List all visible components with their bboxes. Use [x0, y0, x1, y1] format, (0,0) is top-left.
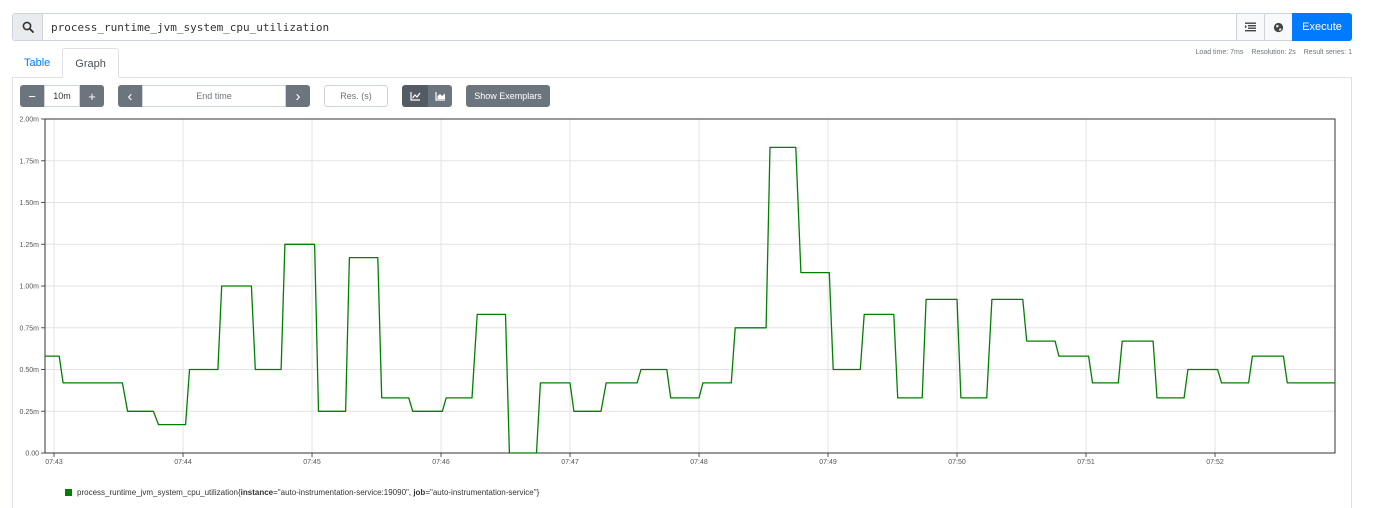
x-tick-label: 07:48 — [690, 459, 708, 466]
end-time-input[interactable]: End time — [142, 85, 286, 107]
query-input[interactable] — [43, 14, 1236, 40]
x-tick-label: 07:49 — [819, 459, 837, 466]
metrics-explorer-icon — [1273, 22, 1284, 32]
y-tick-label: 1.75m — [20, 158, 40, 165]
query-stats: Load time: 7ms Resolution: 2s Result ser… — [1196, 49, 1352, 56]
plot-frame — [44, 118, 1336, 454]
line-chart-button[interactable] — [402, 85, 428, 107]
search-icon — [13, 14, 43, 40]
y-tick-label: 0.75m — [20, 325, 40, 332]
tab-graph[interactable]: Graph — [62, 48, 119, 78]
chevron-right-icon: › — [295, 87, 301, 105]
view-tabs: Table Graph — [12, 48, 119, 78]
format-query-button[interactable] — [1236, 14, 1264, 40]
execute-button[interactable]: Execute — [1292, 13, 1352, 41]
x-tick-label: 07:51 — [1077, 459, 1095, 466]
range-decrease-button[interactable]: − — [20, 85, 44, 107]
chart-legend: process_runtime_jvm_system_cpu_utilizati… — [65, 488, 539, 497]
load-time: Load time: 7ms — [1195, 49, 1244, 56]
x-tick-label: 07:47 — [561, 459, 579, 466]
end-time-back-button[interactable]: ‹ — [118, 85, 142, 107]
y-tick-label: 1.00m — [20, 284, 40, 291]
resolution-input[interactable]: Res. (s) — [324, 85, 388, 107]
plus-icon: + — [88, 88, 96, 104]
result-series: Result series: 1 — [1303, 49, 1352, 56]
range-input[interactable]: 10m — [44, 85, 80, 107]
x-tick-label: 07:46 — [432, 459, 450, 466]
series-line — [45, 146, 1335, 454]
y-tick-label: 0.00 — [25, 451, 39, 458]
tab-table[interactable]: Table — [24, 57, 51, 69]
x-tick-label: 07:44 — [174, 459, 192, 466]
legend-entry[interactable]: process_runtime_jvm_system_cpu_utilizati… — [77, 488, 540, 497]
end-time-forward-button[interactable]: › — [286, 85, 310, 107]
x-tick-label: 07:45 — [303, 459, 321, 466]
range-increase-button[interactable]: + — [80, 85, 104, 107]
query-bar: Execute — [12, 13, 1352, 41]
graph-panel — [12, 77, 1352, 508]
stacked-chart-icon — [434, 92, 445, 101]
metrics-explorer-button[interactable] — [1264, 14, 1292, 40]
x-tick-label: 07:43 — [45, 459, 63, 466]
format-query-icon — [1245, 22, 1256, 32]
x-tick-label: 07:52 — [1206, 459, 1224, 466]
resolution: Resolution: 2s — [1251, 49, 1296, 56]
stacked-chart-button[interactable] — [428, 85, 452, 107]
x-tick-label: 07:50 — [948, 459, 966, 466]
legend-swatch[interactable] — [65, 489, 72, 496]
show-exemplars-button[interactable]: Show Exemplars — [466, 85, 550, 107]
y-tick-label: 0.25m — [20, 409, 40, 416]
y-tick-label: 1.50m — [20, 200, 40, 207]
chevron-left-icon: ‹ — [127, 87, 133, 105]
line-chart-icon — [409, 92, 420, 101]
cpu-utilization-chart: 0.00 0.25m 0.50m 0.75m 1.00m 1.25m 1.50m 1.75m 2… — [20, 117, 1336, 466]
y-tick-label: 0.50m — [20, 367, 40, 374]
minus-icon: − — [28, 88, 36, 104]
y-tick-label: 2.00m — [20, 117, 40, 124]
y-tick-label: 1.25m — [20, 242, 40, 249]
